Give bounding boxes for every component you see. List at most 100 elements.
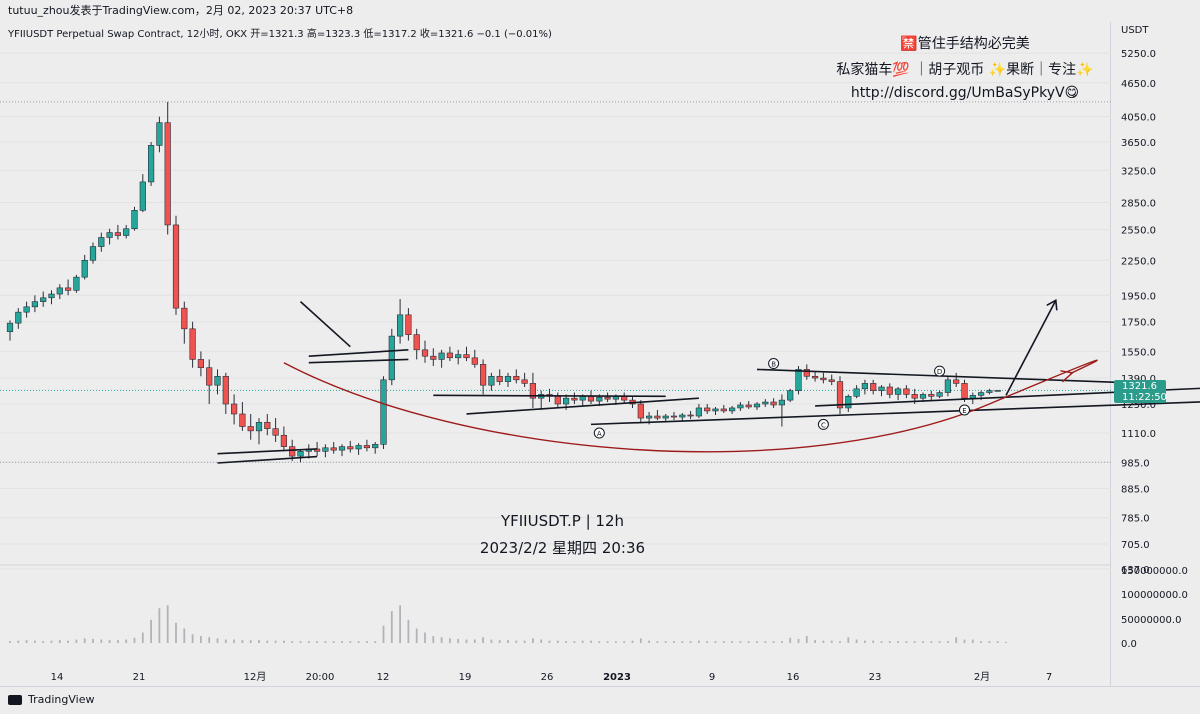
candle-body	[156, 122, 163, 146]
price-tick-label: 4050.0	[1121, 113, 1156, 124]
price-tick-label: 1950.0	[1121, 291, 1156, 302]
volume-bar	[548, 640, 551, 643]
volume-bar	[938, 641, 941, 643]
volume-bar	[673, 641, 675, 643]
tradingview-logo-icon	[8, 694, 22, 705]
wave-point-marker	[959, 404, 970, 416]
candle-body	[255, 421, 263, 432]
candle-body	[787, 390, 794, 401]
candle-body	[994, 390, 1001, 392]
volume-bar	[75, 639, 78, 643]
price-tick-label: 1250.0	[1121, 400, 1156, 411]
volume-bar	[706, 641, 709, 643]
wave-point-label: C	[821, 421, 826, 429]
symbol-info-line: YFIIUSDT Perpetual Swap Contract, 12小时, …	[8, 29, 552, 40]
wave-point-label: B	[771, 361, 776, 369]
volume-axis: 150000000.0 100000000.0 50000000.0 0.0	[0, 564, 1188, 650]
candle-body	[529, 383, 536, 399]
tradingview-brand[interactable]: TradingView	[8, 693, 94, 706]
volume-bar	[930, 641, 933, 643]
volume-bar	[556, 640, 559, 643]
time-axis: 14 21 12月 20:00 12 19 26 2023 9 16 23 2月 7	[51, 671, 1053, 683]
volume-bar	[805, 636, 808, 643]
candle-body	[106, 232, 113, 238]
volume-tick-label: 100000000.0	[1121, 590, 1188, 601]
candle-body	[114, 232, 121, 236]
volume-bar	[772, 641, 775, 643]
projection-arrow	[1005, 299, 1057, 396]
candle-body	[986, 390, 993, 393]
volume-bar	[814, 640, 816, 643]
volume-tick-label: 50000000.0	[1121, 615, 1181, 626]
candle-body	[148, 145, 155, 183]
volume-bar	[689, 641, 692, 643]
volume-bar	[390, 611, 393, 643]
volume-bar	[606, 641, 609, 643]
candle-body	[338, 446, 346, 451]
volume-bar	[897, 641, 899, 643]
candle-body	[778, 399, 785, 406]
volume-bar	[34, 640, 36, 643]
candle-body	[247, 426, 254, 432]
candle-body	[438, 352, 445, 360]
candle-body	[944, 379, 951, 393]
candle-body	[919, 394, 927, 399]
candle-body	[23, 306, 30, 313]
volume-bar	[92, 638, 94, 643]
volume-bar	[947, 641, 949, 643]
price-tick-label: 1550.0	[1121, 347, 1156, 358]
price-tick-label: 2250.0	[1121, 256, 1156, 267]
candle-body	[430, 355, 437, 360]
candle-body	[488, 375, 495, 386]
volume-bar	[83, 638, 86, 643]
volume-bar	[117, 640, 119, 643]
volume-bar	[473, 639, 476, 643]
trendline	[308, 349, 409, 357]
candle-body	[65, 287, 72, 291]
time-tick-label: 12	[377, 672, 390, 683]
price-axis-unit: USDT	[1121, 25, 1149, 36]
candle-body	[811, 375, 819, 379]
volume-bar	[507, 640, 509, 643]
trendline	[590, 401, 1200, 426]
current-price-badge: 1321.6 11:22:50	[1114, 380, 1167, 403]
candle-body	[264, 421, 271, 429]
candle-body	[297, 451, 304, 457]
volume-bar	[822, 640, 825, 643]
volume-bar	[432, 636, 435, 643]
volume-bar	[58, 640, 61, 643]
volume-bar	[955, 637, 958, 643]
projection-arrowhead	[1046, 299, 1058, 311]
volume-bar	[424, 632, 426, 643]
volume-bar	[141, 632, 144, 643]
volume-bar	[797, 638, 800, 643]
publish-caption: tutuu_zhou发表于TradingView.com，2月 02, 2023…	[0, 0, 1200, 22]
candle-body	[670, 415, 678, 418]
price-tick-label: 1750.0	[1121, 318, 1156, 329]
time-tick-label: 2月	[974, 671, 990, 683]
candle-body	[928, 394, 935, 397]
candle-body	[903, 388, 910, 395]
wave-point-marker	[768, 358, 780, 370]
volume-bar	[855, 639, 858, 643]
volume-bar	[125, 639, 128, 643]
price-tick-label: 3650.0	[1121, 138, 1156, 149]
volume-bar	[191, 634, 194, 643]
volume-bar	[864, 640, 866, 643]
volume-bar	[573, 641, 576, 643]
candle-body	[81, 259, 88, 278]
volume-bar	[781, 641, 783, 643]
candle-body	[770, 401, 777, 406]
wave-point-label: E	[962, 407, 966, 415]
candle-body	[164, 122, 171, 226]
volume-bar	[515, 640, 518, 643]
volume-bar	[307, 641, 310, 643]
note-discord-link[interactable]: http://discord.gg/UmBaSyPkyV😋	[850, 85, 1080, 101]
candle-body	[280, 434, 288, 447]
note-line-1: 🈲管住手结构必完美	[900, 36, 1030, 52]
volume-bar	[565, 641, 567, 643]
price-tick-label: 705.0	[1121, 540, 1150, 551]
price-tick-label: 5250.0	[1121, 49, 1156, 60]
volume-bar	[133, 637, 136, 643]
